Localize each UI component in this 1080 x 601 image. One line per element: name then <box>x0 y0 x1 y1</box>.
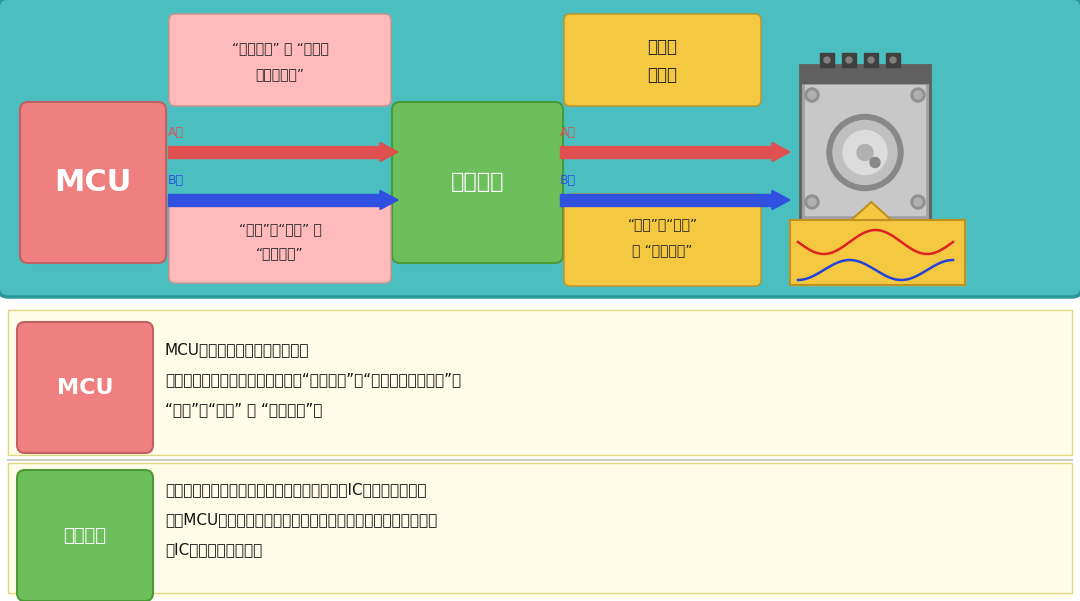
Circle shape <box>870 157 880 168</box>
Text: “重复次数” 和 “一个步: “重复次数” 和 “一个步 <box>231 41 328 55</box>
Bar <box>805 85 924 215</box>
Circle shape <box>805 88 819 102</box>
Polygon shape <box>380 142 399 162</box>
FancyBboxPatch shape <box>564 194 761 286</box>
Text: 该IC向电机提供电流。: 该IC向电机提供电流。 <box>165 542 262 557</box>
Circle shape <box>890 57 896 63</box>
Bar <box>842 53 856 67</box>
Bar <box>789 220 966 285</box>
FancyBboxPatch shape <box>21 102 166 263</box>
Bar <box>168 194 380 206</box>
Bar <box>168 146 380 158</box>
Circle shape <box>912 195 924 209</box>
FancyBboxPatch shape <box>0 0 1080 297</box>
Circle shape <box>914 91 922 99</box>
Text: MCU相当于是控制电机的大脑。: MCU相当于是控制电机的大脑。 <box>165 342 310 357</box>
Text: MCU: MCU <box>57 377 113 397</box>
Circle shape <box>843 130 887 174</box>
Text: 高电压: 高电压 <box>648 38 677 56</box>
Text: 分立器件: 分立器件 <box>450 172 504 192</box>
Circle shape <box>914 198 922 206</box>
Bar <box>8 463 1072 596</box>
Text: 根据MCU的信号输出，它将放大电压和电流并将其发送至电机。: 根据MCU的信号输出，它将放大电压和电流并将其发送至电机。 <box>165 512 437 527</box>
Bar <box>8 310 1072 455</box>
Circle shape <box>827 115 903 191</box>
Circle shape <box>912 88 924 102</box>
Text: A相: A相 <box>168 126 184 139</box>
Polygon shape <box>772 191 789 210</box>
Text: B相: B相 <box>561 174 576 187</box>
Circle shape <box>833 120 897 185</box>
Circle shape <box>846 57 852 63</box>
Circle shape <box>858 144 873 160</box>
Text: A相: A相 <box>561 126 576 139</box>
Circle shape <box>824 57 831 63</box>
Text: “方向”、“大小” 和 “电流合成”。: “方向”、“大小” 和 “电流合成”。 <box>165 402 322 417</box>
Text: MCU: MCU <box>54 168 132 197</box>
Text: 这里使用的分立器件只是具有单一功能的简单IC，比如晶体管。: 这里使用的分立器件只是具有单一功能的简单IC，比如晶体管。 <box>165 482 427 497</box>
Bar <box>561 194 772 206</box>
FancyBboxPatch shape <box>392 102 563 263</box>
Bar <box>800 65 930 83</box>
Bar <box>864 53 878 67</box>
FancyBboxPatch shape <box>168 14 391 106</box>
FancyBboxPatch shape <box>800 65 930 220</box>
Text: B相: B相 <box>168 174 184 187</box>
FancyBboxPatch shape <box>17 470 153 601</box>
Text: 根据励磁模式，它向分立器件发送“重复次数”、“一个步距角的时间”、: 根据励磁模式，它向分立器件发送“重复次数”、“一个步距角的时间”、 <box>165 372 461 387</box>
Text: “方向”、“大小” 和: “方向”、“大小” 和 <box>239 222 322 236</box>
Polygon shape <box>772 142 789 162</box>
FancyBboxPatch shape <box>564 14 761 106</box>
Polygon shape <box>851 202 891 220</box>
FancyBboxPatch shape <box>17 322 153 453</box>
Text: 和 “电流合成”: 和 “电流合成” <box>632 243 692 257</box>
FancyBboxPatch shape <box>168 199 391 283</box>
Circle shape <box>805 195 819 209</box>
Bar <box>8 463 1072 593</box>
Bar <box>886 53 900 67</box>
Text: 分立器件: 分立器件 <box>64 526 107 545</box>
Circle shape <box>868 57 874 63</box>
Bar <box>561 146 772 158</box>
Text: “电流合成”: “电流合成” <box>256 246 303 260</box>
Polygon shape <box>380 191 399 210</box>
Circle shape <box>808 91 816 99</box>
Text: 距角的时间”: 距角的时间” <box>256 67 305 81</box>
Text: 大电流: 大电流 <box>648 66 677 84</box>
Circle shape <box>808 198 816 206</box>
Text: “方向”、“大小”: “方向”、“大小” <box>627 217 698 231</box>
Bar <box>820 53 834 67</box>
Bar <box>789 220 966 285</box>
Bar <box>8 310 1072 455</box>
